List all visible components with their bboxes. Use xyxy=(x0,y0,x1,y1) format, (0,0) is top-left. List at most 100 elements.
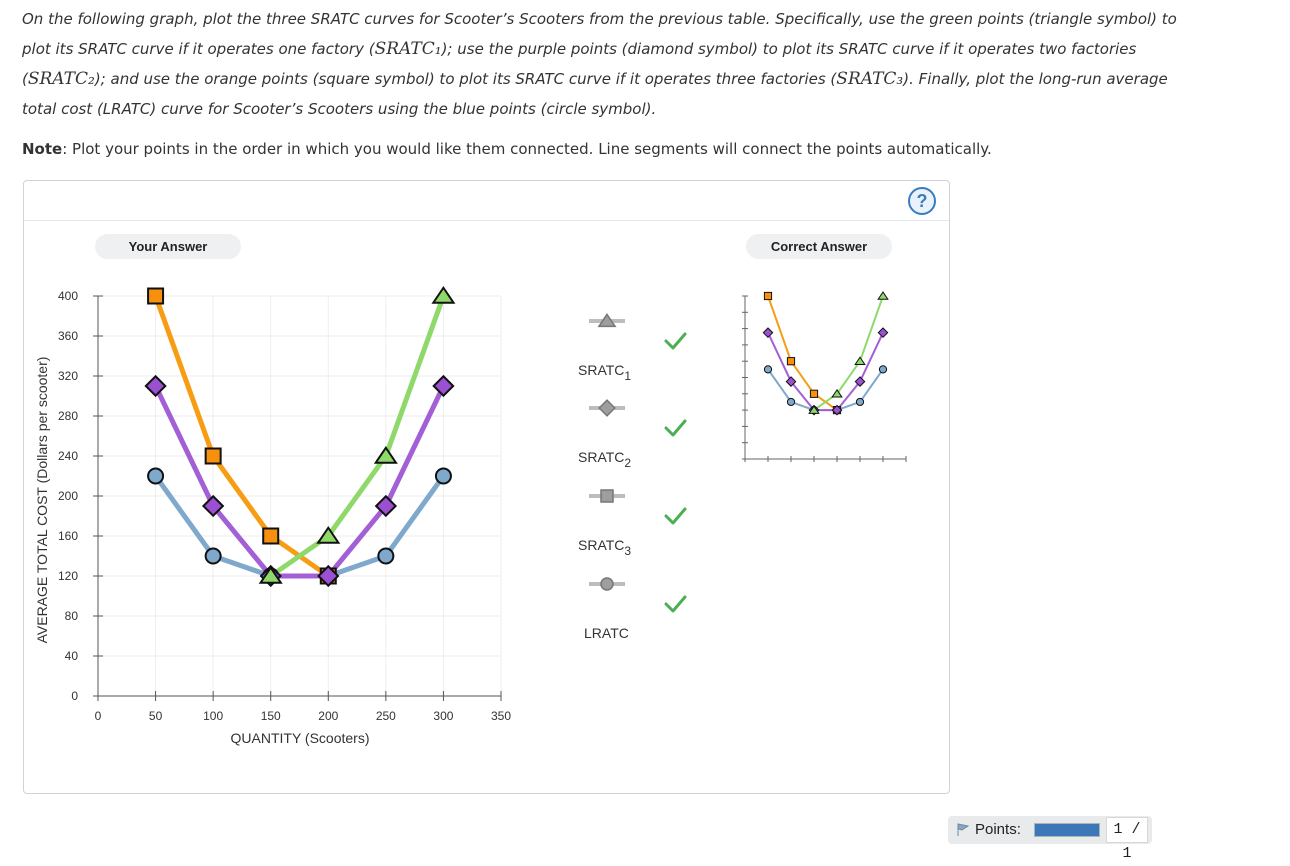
note-text: : Plot your points in the order in which… xyxy=(62,140,992,158)
legend-item-sratc1[interactable]: SRATC1 xyxy=(578,313,631,383)
legend-label: SRATC3 xyxy=(578,537,631,558)
mini-point-sratc2 xyxy=(854,376,866,387)
point-sratc3[interactable] xyxy=(262,527,280,545)
correct-answer-chart xyxy=(742,291,907,462)
point-sratc3[interactable] xyxy=(204,447,222,465)
check-icon xyxy=(664,419,687,437)
help-icon[interactable]: ? xyxy=(908,187,936,215)
points-progress-fill xyxy=(1035,824,1099,836)
legend-label: LRATC xyxy=(584,625,629,641)
series-line-lratc xyxy=(153,474,446,579)
mini-point-sratc2 xyxy=(762,327,774,339)
mini-point-lratc xyxy=(786,397,796,407)
legend-label: SRATC1 xyxy=(578,362,631,383)
mini-point-sratc2 xyxy=(785,376,797,387)
point-lratc[interactable] xyxy=(434,467,452,485)
instructions-text-2: ); use the purple points (diamond symbol… xyxy=(22,40,1137,88)
graph-panel: ? Your Answer Correct Answer xyxy=(23,180,950,794)
y-tick-label: 320 xyxy=(58,369,78,383)
mini-line-sratc2 xyxy=(767,332,884,412)
point-sratc2[interactable] xyxy=(317,564,340,588)
x-tick-label: 250 xyxy=(376,709,396,723)
legend-item-sratc3[interactable]: SRATC3 xyxy=(578,489,631,558)
note-label: Note xyxy=(22,140,63,158)
math-sratc2: SRATC₂ xyxy=(27,69,95,89)
check-icon xyxy=(664,507,687,525)
mini-point-sratc1 xyxy=(808,405,820,414)
mini-point-sratc3 xyxy=(786,357,796,366)
note: Note: Plot your points in the order in w… xyxy=(22,140,1222,158)
mini-point-sratc2 xyxy=(877,327,889,339)
flag-icon xyxy=(957,823,970,836)
mini-point-sratc1 xyxy=(831,388,843,398)
point-sratc2[interactable] xyxy=(432,374,455,398)
legend-marker-square-icon xyxy=(600,489,614,503)
instructions-text-1: On the following graph, plot the three S… xyxy=(22,10,1177,58)
mini-line-lratc xyxy=(767,368,884,412)
math-sratc1: SRATC₁ xyxy=(374,39,442,59)
point-sratc1[interactable] xyxy=(373,445,398,464)
point-sratc2[interactable] xyxy=(201,494,225,518)
your-answer-tab[interactable]: Your Answer xyxy=(95,234,241,259)
y-tick-label: 120 xyxy=(58,569,78,583)
instructions-text-4: ). Finally, plot the long-run average to… xyxy=(22,70,1168,118)
y-axis-label: AVERAGE TOTAL COST (Dollars per scooter) xyxy=(34,357,50,644)
point-sratc1[interactable] xyxy=(258,565,283,584)
y-tick-label: 400 xyxy=(58,289,78,303)
legend-marker-triangle-icon xyxy=(597,313,617,328)
check-icon xyxy=(664,595,687,613)
mini-point-sratc3 xyxy=(809,389,819,398)
y-tick-label: 80 xyxy=(65,609,79,623)
mini-point-lratc xyxy=(855,397,865,407)
y-tick-label: 0 xyxy=(71,689,78,703)
points-indicator: Points: 1 / 1 xyxy=(948,816,1152,862)
legend-marker-circle-icon xyxy=(600,577,614,591)
legend-item-sratc2[interactable]: SRATC2 xyxy=(578,399,631,470)
correct-answer-tab[interactable]: Correct Answer xyxy=(746,234,892,259)
x-tick-label: 0 xyxy=(95,709,102,723)
legend-marker-diamond-icon xyxy=(598,399,616,417)
point-sratc1[interactable] xyxy=(431,285,456,304)
x-tick-label: 350 xyxy=(491,709,511,723)
x-tick-label: 200 xyxy=(318,709,338,723)
mini-point-lratc xyxy=(763,365,773,374)
legend-subscript: 2 xyxy=(624,456,631,470)
panel-divider xyxy=(24,220,949,221)
y-tick-label: 160 xyxy=(58,529,78,543)
y-tick-label: 200 xyxy=(58,489,78,503)
y-tick-label: 360 xyxy=(58,329,78,343)
points-value: 1 / 1 xyxy=(1106,817,1148,862)
legend-label: SRATC2 xyxy=(578,449,631,470)
x-tick-label: 100 xyxy=(203,709,223,723)
point-lratc[interactable] xyxy=(204,547,222,565)
point-sratc2[interactable] xyxy=(374,494,398,518)
point-sratc2[interactable] xyxy=(144,374,167,398)
mini-point-sratc1 xyxy=(854,356,866,365)
legend-subscript: 3 xyxy=(624,544,631,558)
mini-point-sratc3 xyxy=(763,291,773,301)
point-lratc[interactable] xyxy=(147,467,165,485)
y-tick-label: 40 xyxy=(65,649,79,663)
x-tick-label: 300 xyxy=(433,709,453,723)
mini-point-lratc xyxy=(878,365,888,374)
instructions-text-3: ); and use the orange points (square sym… xyxy=(94,70,837,88)
mini-point-sratc2 xyxy=(831,404,843,416)
y-tick-label: 280 xyxy=(58,409,78,423)
point-sratc1[interactable] xyxy=(316,525,341,544)
mini-point-sratc1 xyxy=(877,291,889,300)
legend-item-lratc[interactable]: LRATC xyxy=(584,577,629,641)
y-tick-label: 240 xyxy=(58,449,78,463)
instructions: On the following graph, plot the three S… xyxy=(22,4,1202,124)
math-sratc3: SRATC₃ xyxy=(836,69,904,89)
check-icon xyxy=(664,332,687,350)
points-label: Points: xyxy=(975,821,1021,838)
x-tick-label: 50 xyxy=(149,709,163,723)
legend-subscript: 1 xyxy=(624,369,631,383)
points-progress-bar xyxy=(1034,823,1100,837)
series-line-sratc1 xyxy=(269,295,446,579)
point-lratc[interactable] xyxy=(377,547,395,565)
point-sratc3[interactable] xyxy=(147,287,165,305)
x-axis-label: QUANTITY (Scooters) xyxy=(231,730,370,746)
series-line-sratc2 xyxy=(153,384,446,579)
